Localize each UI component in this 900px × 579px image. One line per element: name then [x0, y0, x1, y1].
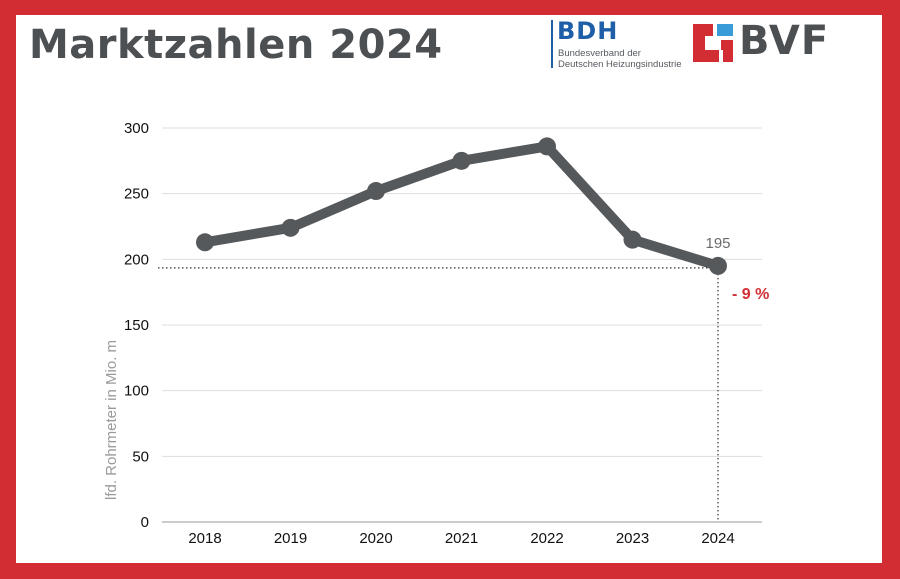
x-tick-label: 2023	[616, 530, 649, 547]
chart-card	[16, 15, 882, 563]
bvf-logo: BVF	[693, 18, 843, 68]
bdh-logo-subtitle-line1: Bundesverband der	[558, 48, 641, 59]
x-tick-label: 2019	[274, 530, 307, 547]
y-tick-label: 50	[132, 448, 149, 465]
x-tick-label: 2022	[530, 530, 563, 547]
y-tick-label: 300	[124, 120, 149, 137]
data-point	[452, 151, 471, 170]
page-title: Marktzahlen 2024	[29, 22, 443, 68]
data-point	[281, 218, 300, 237]
data-point	[196, 233, 214, 252]
x-tick-label: 2020	[359, 530, 392, 547]
y-tick-label: 250	[124, 186, 149, 203]
bdh-logo-bar	[551, 20, 553, 68]
bvf-logo-name: BVF	[739, 18, 830, 64]
bdh-logo-subtitle-line2: Deutschen Heizungsindustrie	[558, 58, 682, 70]
data-point	[623, 230, 642, 249]
x-tick-label: 2021	[445, 530, 478, 547]
last-value-label: 195	[705, 235, 730, 252]
data-point	[709, 256, 727, 275]
y-tick-label: 150	[124, 317, 149, 334]
bvf-logo-icon	[693, 24, 733, 62]
change-label: - 9 %	[732, 286, 769, 303]
x-tick-label: 2024	[701, 530, 734, 547]
y-tick-label: 200	[124, 251, 149, 268]
data-point	[538, 137, 556, 156]
data-point	[367, 182, 385, 201]
y-axis-label: lfd. Rohrmeter in Mio. m	[103, 340, 120, 500]
bdh-logo: BDH Bundesverband der Deutschen Heizungs…	[551, 17, 686, 72]
bdh-logo-name: BDH	[557, 17, 619, 45]
y-tick-label: 0	[141, 514, 149, 531]
y-tick-label: 100	[124, 383, 149, 400]
bdh-logo-subtitle: Bundesverband der Deutschen Heizungsindu…	[558, 48, 682, 70]
x-tick-label: 2018	[188, 530, 221, 547]
